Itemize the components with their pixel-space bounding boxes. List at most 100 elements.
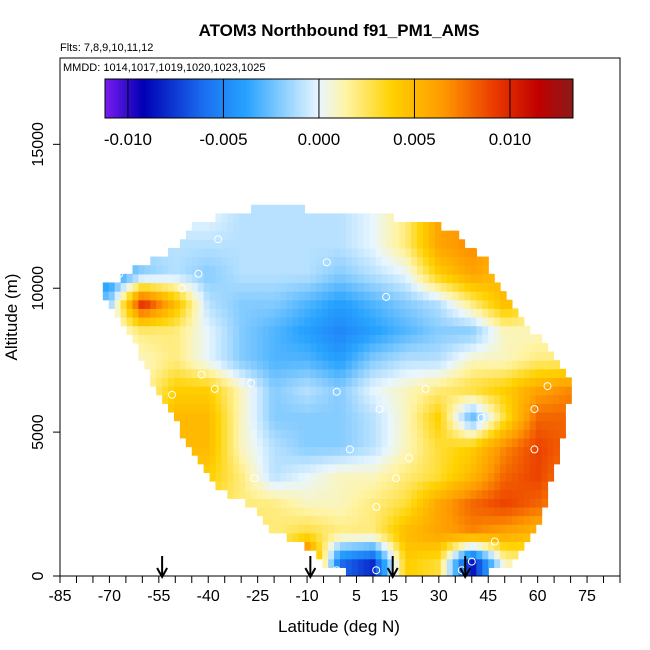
heatmap-cell bbox=[553, 394, 560, 404]
heatmap-cell bbox=[375, 437, 383, 448]
heatmap-cell bbox=[488, 273, 495, 284]
heatmap-cell bbox=[221, 247, 228, 258]
heatmap-cell bbox=[298, 334, 306, 344]
heatmap-cell bbox=[150, 360, 157, 370]
colorbar-swatch bbox=[235, 79, 238, 118]
heatmap-cell bbox=[393, 342, 400, 353]
heatmap-cell bbox=[185, 429, 193, 439]
heatmap-cell bbox=[215, 282, 223, 292]
colorbar-swatch bbox=[257, 79, 260, 118]
heatmap-cell bbox=[209, 420, 217, 430]
heatmap-cell bbox=[328, 325, 335, 335]
heatmap-cell bbox=[399, 506, 406, 517]
heatmap-cell bbox=[470, 291, 477, 301]
heatmap-cell bbox=[274, 446, 282, 456]
heatmap-cell bbox=[179, 403, 187, 413]
colorbar-swatch bbox=[375, 79, 378, 118]
heatmap-cell bbox=[304, 411, 311, 422]
heatmap-cell bbox=[405, 273, 412, 284]
heatmap-cell bbox=[203, 308, 211, 318]
sample-point bbox=[194, 269, 203, 278]
heatmap-cell bbox=[464, 429, 472, 439]
x-axis: -85 -70 -55 -40 -25 -10 5 15 30 45 60 75 bbox=[48, 576, 621, 605]
heatmap-cell bbox=[500, 360, 507, 370]
heatmap-cell bbox=[369, 403, 377, 413]
colorbar-swatch bbox=[479, 79, 482, 118]
heatmap-cell bbox=[304, 429, 311, 439]
heatmap-cell bbox=[411, 463, 418, 473]
heatmap-cell bbox=[239, 282, 246, 292]
heatmap-cell bbox=[529, 394, 537, 404]
heatmap-cell bbox=[227, 342, 234, 353]
heatmap-cell bbox=[500, 455, 507, 465]
colorbar-swatch bbox=[533, 79, 536, 118]
heatmap-cell bbox=[553, 386, 560, 396]
heatmap-cell bbox=[251, 455, 258, 465]
colorbar-swatch bbox=[243, 79, 246, 118]
heatmap-cell bbox=[559, 411, 566, 422]
heatmap-cell bbox=[357, 394, 365, 404]
heatmap-cell bbox=[357, 455, 365, 465]
heatmap-cell bbox=[221, 437, 228, 448]
heatmap-cell bbox=[310, 299, 317, 309]
heatmap-cell bbox=[387, 541, 394, 551]
heatmap-cell bbox=[310, 506, 317, 517]
colorbar-swatch bbox=[323, 79, 326, 118]
heatmap-cell bbox=[381, 420, 389, 430]
heatmap-cell bbox=[262, 437, 270, 448]
heatmap-cell bbox=[345, 213, 353, 223]
heatmap-cell bbox=[405, 567, 412, 576]
heatmap-cell bbox=[375, 429, 383, 439]
heatmap-cell bbox=[511, 334, 519, 344]
heatmap-cell bbox=[102, 282, 110, 292]
heatmap-cell bbox=[233, 368, 240, 379]
heatmap-cell bbox=[428, 368, 436, 379]
heatmap-cell bbox=[351, 437, 359, 448]
heatmap-cell bbox=[298, 377, 306, 387]
heatmap-cell bbox=[423, 446, 430, 456]
heatmap-cell bbox=[286, 239, 294, 249]
heatmap-cell bbox=[423, 368, 430, 379]
heatmap-cell bbox=[399, 368, 406, 379]
heatmap-cell bbox=[500, 550, 507, 560]
heatmap-cell bbox=[310, 437, 317, 448]
heatmap-cell bbox=[363, 411, 371, 422]
heatmap-cell bbox=[517, 394, 525, 404]
colorbar-swatch bbox=[431, 79, 434, 118]
heatmap-cell bbox=[369, 230, 377, 240]
heatmap-cell bbox=[286, 325, 294, 335]
heatmap-cell bbox=[328, 429, 335, 439]
heatmap-cell bbox=[239, 265, 246, 275]
heatmap-cell bbox=[506, 360, 513, 370]
heatmap-cell bbox=[387, 472, 394, 482]
heatmap-cell bbox=[500, 351, 507, 361]
heatmap-cell bbox=[334, 282, 341, 292]
heatmap-cell bbox=[245, 429, 252, 439]
heatmap-cell bbox=[351, 420, 359, 430]
heatmap-cell bbox=[387, 498, 394, 508]
colorbar-swatch bbox=[503, 79, 506, 118]
heatmap-cell bbox=[292, 377, 300, 387]
heatmap-cell bbox=[138, 282, 145, 292]
heatmap-cell bbox=[387, 524, 394, 534]
heatmap-cell bbox=[440, 455, 448, 465]
heatmap-cell bbox=[209, 291, 217, 301]
heatmap-cell bbox=[233, 351, 240, 361]
heatmap-cell bbox=[304, 515, 311, 525]
colorbar-swatch bbox=[395, 79, 398, 118]
heatmap-cell bbox=[529, 429, 537, 439]
colorbar-swatch bbox=[277, 79, 280, 118]
heatmap-cell bbox=[476, 472, 483, 482]
heatmap-cell bbox=[529, 472, 537, 482]
heatmap-cell bbox=[215, 325, 223, 335]
heatmap-cell bbox=[452, 455, 460, 465]
heatmap-cell bbox=[162, 342, 169, 353]
heatmap-cell bbox=[262, 472, 270, 482]
heatmap-cell bbox=[357, 213, 365, 223]
heatmap-cell bbox=[357, 368, 365, 379]
heatmap-cell bbox=[304, 455, 311, 465]
heatmap-cell bbox=[292, 403, 300, 413]
heatmap-cell bbox=[393, 506, 400, 517]
heatmap-cell bbox=[334, 273, 341, 284]
heatmap-cell bbox=[363, 446, 371, 456]
